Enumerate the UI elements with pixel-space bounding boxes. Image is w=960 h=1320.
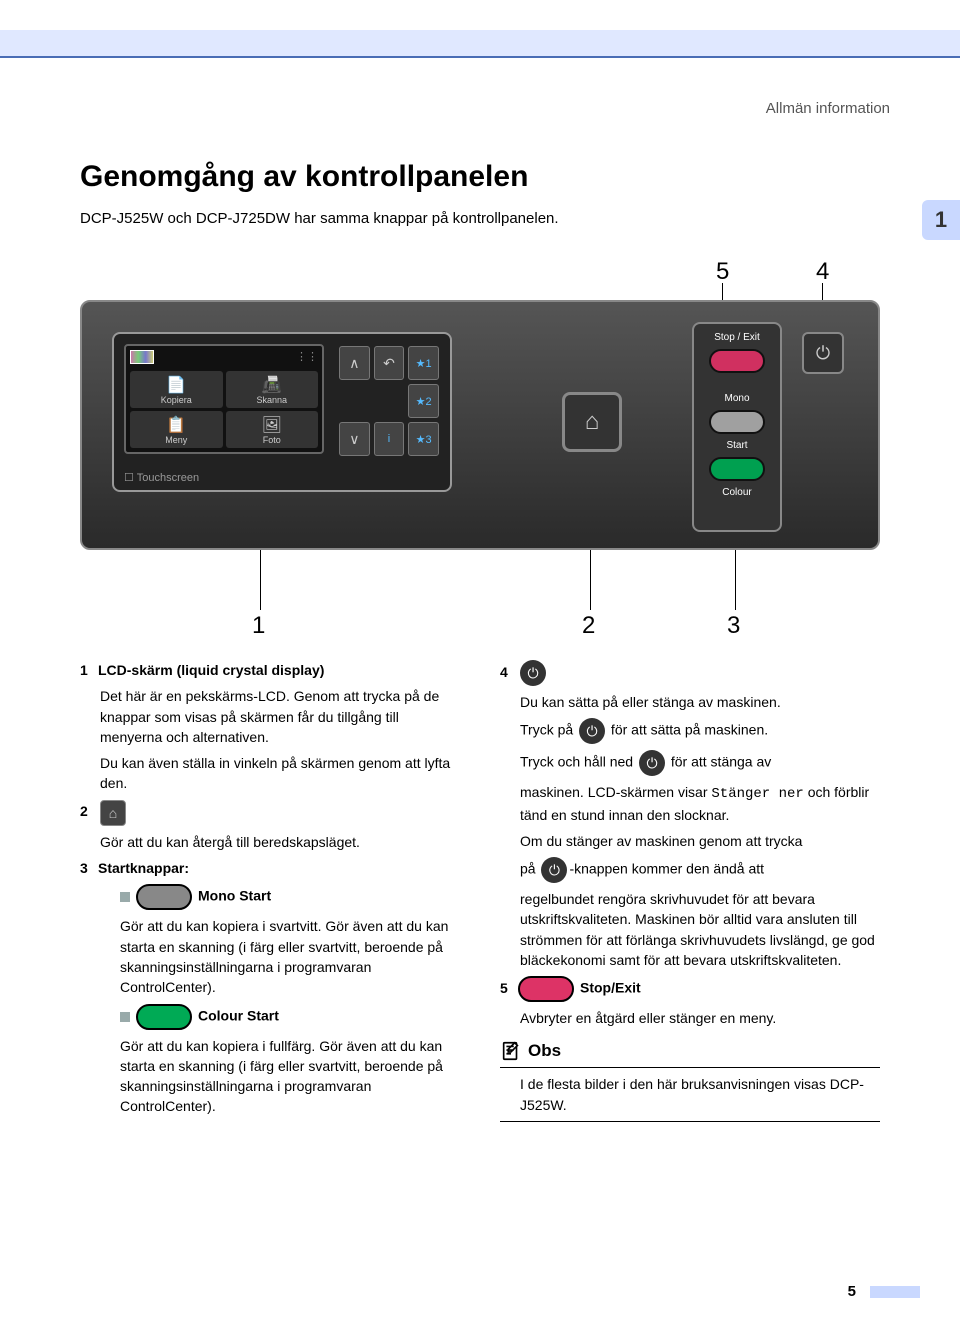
colour-start-title: Colour Start (198, 1007, 279, 1023)
description-columns: 1LCD-skärm (liquid crystal display) Det … (80, 660, 880, 1128)
chapter-tab: 1 (922, 200, 960, 240)
power-icon-inline: ⏻ (579, 718, 605, 744)
menu-icon: 📋 (166, 415, 186, 435)
colour-start-desc: Gör att du kan kopiera i fullfärg. Gör ä… (120, 1036, 460, 1117)
lcd-label: Foto (263, 435, 281, 445)
callout-3: 3 (727, 612, 740, 640)
right-column: 4⏻ Du kan sätta på eller stänga av maski… (500, 660, 880, 1128)
leader-3 (735, 550, 736, 610)
lcd-cell-foto[interactable]: 🖼Foto (226, 411, 319, 448)
power-icon-inline: ⏻ (639, 750, 665, 776)
home-icon: ⌂ (585, 408, 600, 436)
home-icon-inline: ⌂ (100, 800, 126, 826)
lcd-label: Kopiera (161, 395, 192, 405)
back-button[interactable]: ↶ (374, 346, 405, 380)
down-button[interactable]: ∨ (339, 422, 370, 456)
lcd-label: Skanna (256, 395, 287, 405)
note-text: I de flesta bilder i den här bruksanvisn… (520, 1074, 880, 1115)
bullet-icon (120, 892, 130, 902)
lcd-screen: ⋮⋮ 📄Kopiera 📠Skanna 📋Meny 🖼Foto (124, 344, 324, 454)
wifi-icon: ⋮⋮ (296, 350, 318, 368)
scan-icon: 📠 (262, 375, 282, 395)
item-4-p6: på ⏻-knappen kommer den ändå att (520, 857, 880, 883)
item-1-p2: Du kan även ställa in vinkeln på skärmen… (100, 753, 460, 794)
lcd-status-bar: ⋮⋮ (130, 350, 318, 368)
left-column: 1LCD-skärm (liquid crystal display) Det … (80, 660, 460, 1128)
subtitle: DCP-J525W och DCP-J725DW har samma knapp… (80, 210, 559, 227)
home-button[interactable]: ⌂ (562, 392, 622, 452)
printer-panel: ⋮⋮ 📄Kopiera 📠Skanna 📋Meny 🖼Foto ∧ ↶ ★1 ★… (80, 300, 880, 550)
item-5-desc: Avbryter en åtgärd eller stänger en meny… (520, 1008, 880, 1028)
stop-exit-button[interactable] (709, 349, 765, 373)
ink-icon (130, 350, 154, 364)
item-4-p3: Tryck och håll ned ⏻ för att stänga av (520, 750, 880, 776)
leader-2 (590, 550, 591, 610)
bullet-icon (120, 1012, 130, 1022)
item-3-title: Startknappar: (98, 860, 189, 876)
lcd-cell-meny[interactable]: 📋Meny (130, 411, 223, 448)
mono-start-desc: Gör att du kan kopiera i svartvitt. Gör … (120, 916, 460, 997)
stop-button-inline (518, 976, 574, 1002)
power-button[interactable]: ⏻ (802, 332, 844, 374)
item-4-p7: regelbundet rengöra skrivhuvudet för att… (520, 889, 880, 970)
item-4-p4: maskinen. LCD-skärmen visar Stänger ner … (520, 782, 880, 825)
page-footer: 5 (848, 1283, 920, 1300)
power-icon: ⏻ (816, 343, 830, 364)
touchscreen-label: ☐ Touchscreen (124, 471, 199, 484)
item-4-p5: Om du stänger av maskinen genom att tryc… (520, 831, 880, 851)
callout-1: 1 (252, 612, 265, 640)
header-bar (0, 30, 960, 58)
note-icon (500, 1040, 522, 1062)
page-title: Genomgång av kontrollpanelen (80, 160, 528, 194)
leader-1 (260, 550, 261, 610)
callout-5: 5 (716, 258, 729, 286)
info-button[interactable]: i (374, 422, 405, 456)
power-icon-inline: ⏻ (541, 857, 567, 883)
page-number: 5 (848, 1283, 856, 1300)
preset-1-button[interactable]: ★1 (408, 346, 439, 380)
stop-exit-label: Stop / Exit (714, 332, 760, 343)
up-button[interactable]: ∧ (339, 346, 370, 380)
section-header: Allmän information (766, 100, 890, 117)
item-4-p1: Du kan sätta på eller stänga av maskinen… (520, 692, 880, 712)
callout-4: 4 (816, 258, 829, 286)
item-5-title: Stop/Exit (580, 980, 641, 996)
item-4-p2: Tryck på ⏻ för att sätta på maskinen. (520, 718, 880, 744)
right-button-group: Stop / Exit Mono Start Colour (692, 322, 782, 532)
preset-2-button[interactable]: ★2 (408, 384, 439, 418)
photo-icon: 🖼 (262, 415, 282, 435)
note-rule (500, 1067, 880, 1068)
note-heading: Obs (500, 1039, 880, 1064)
item-1-p1: Det här är en pekskärms-LCD. Genom att t… (100, 686, 460, 747)
mono-start-button[interactable] (709, 410, 765, 434)
colour-start-button[interactable] (709, 457, 765, 481)
note-rule (500, 1121, 880, 1122)
lcd-frame: ⋮⋮ 📄Kopiera 📠Skanna 📋Meny 🖼Foto ∧ ↶ ★1 ★… (112, 332, 452, 492)
callout-2: 2 (582, 612, 595, 640)
power-icon-inline: ⏻ (520, 660, 546, 686)
start-label: Start (726, 440, 747, 451)
lcd-side-buttons: ∧ ↶ ★1 ★2 ∨ i ★3 (339, 346, 439, 456)
lcd-cell-kopiera[interactable]: 📄Kopiera (130, 371, 223, 408)
mono-label: Mono (724, 393, 749, 404)
colour-button-inline (136, 1004, 192, 1030)
item-2-p1: Gör att du kan återgå till beredskapsläg… (100, 832, 460, 852)
copy-icon: 📄 (166, 375, 186, 395)
item-1-title: LCD-skärm (liquid crystal display) (98, 662, 324, 678)
preset-3-button[interactable]: ★3 (408, 422, 439, 456)
mono-start-title: Mono Start (198, 888, 271, 904)
footer-bar (870, 1286, 920, 1298)
colour-label: Colour (722, 487, 751, 498)
lcd-cell-skanna[interactable]: 📠Skanna (226, 371, 319, 408)
lcd-label: Meny (165, 435, 187, 445)
mono-button-inline (136, 884, 192, 910)
